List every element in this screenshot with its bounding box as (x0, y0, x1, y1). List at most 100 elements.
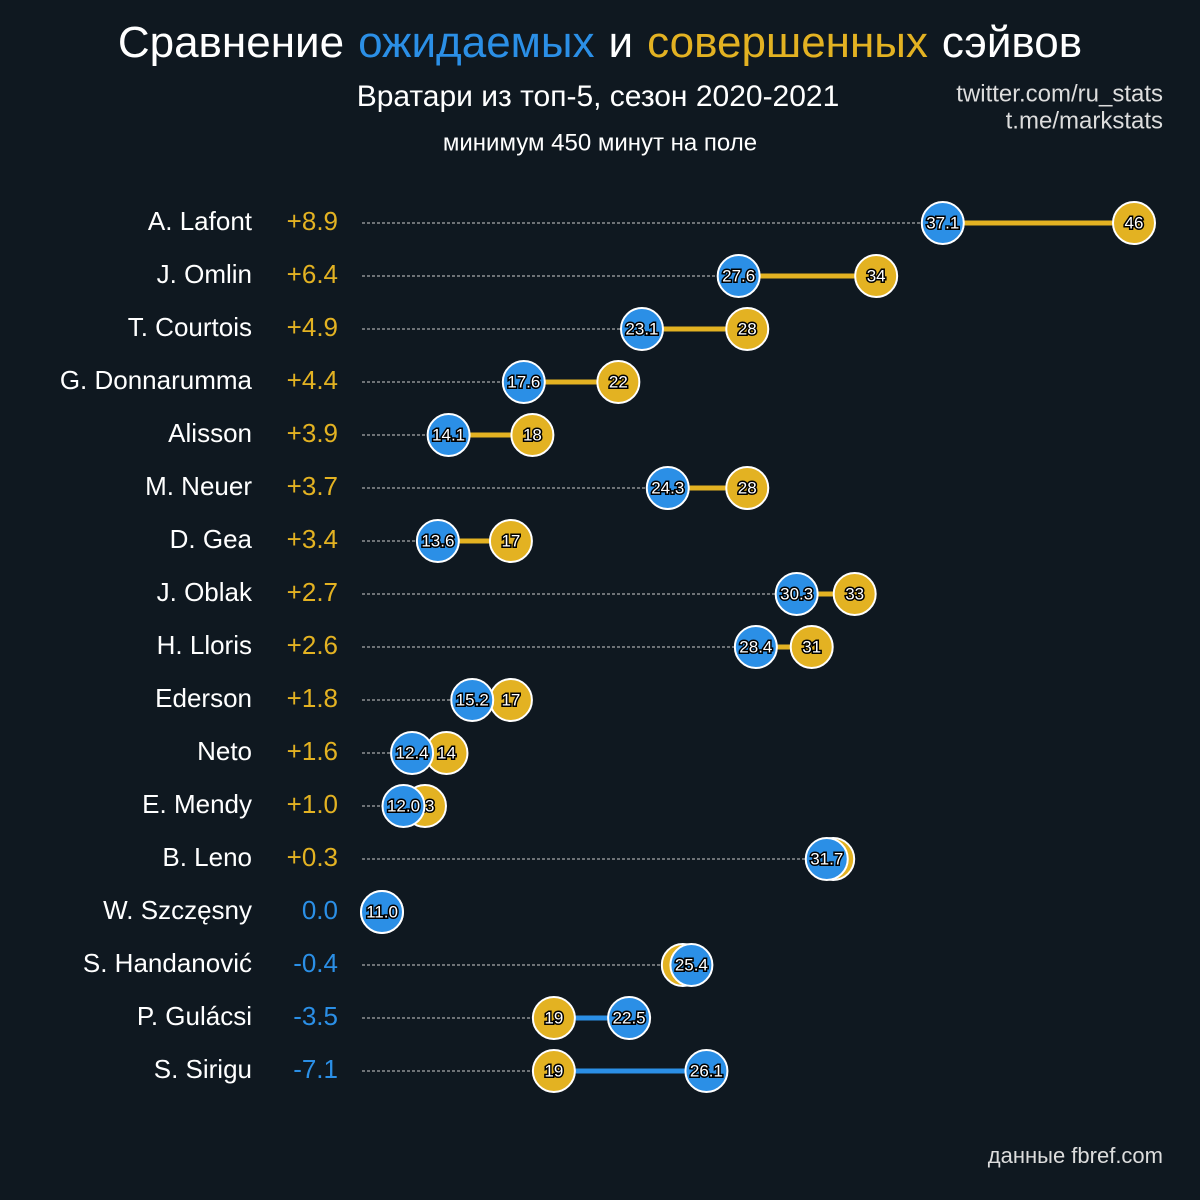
title-part: совершенных (647, 18, 928, 67)
note: минимум 450 минут на поле (443, 129, 757, 156)
title-part: сэйвов (941, 18, 1083, 67)
expected-label: 31.7 (810, 849, 843, 868)
difference-label: +1.6 (287, 736, 338, 766)
actual-label: 28 (738, 478, 757, 497)
player-name: Neto (197, 736, 252, 766)
expected-label: 37.1 (926, 213, 959, 232)
player-name: H. Lloris (157, 630, 252, 660)
actual-dot (1112, 201, 1156, 245)
player-name: P. Gulácsi (137, 1001, 252, 1031)
credit: twitter.com/ru_stats (956, 80, 1163, 107)
actual-label: 33 (845, 584, 864, 603)
difference-label: +2.6 (287, 630, 338, 660)
expected-dot (716, 254, 761, 298)
expected-dot (733, 625, 778, 669)
actual-label: 18 (523, 425, 542, 444)
difference-label: +3.4 (287, 524, 338, 554)
expected-label: 26.1 (690, 1061, 723, 1080)
actual-label: 22 (609, 372, 628, 391)
player-name: S. Handanović (83, 948, 252, 978)
expected-dot (390, 731, 435, 775)
player-name: E. Mendy (142, 789, 252, 819)
title-part: Сравнение (117, 18, 345, 67)
player-name: M. Neuer (145, 471, 252, 501)
expected-label: 23.1 (625, 319, 658, 338)
expected-dot (920, 201, 965, 245)
difference-label: 0.0 (302, 895, 338, 925)
actual-label: 17 (501, 531, 520, 550)
difference-label: +1.0 (287, 789, 338, 819)
expected-dot (607, 996, 652, 1040)
expected-dot (501, 360, 546, 404)
player-name: T. Courtois (128, 312, 252, 342)
expected-dot (669, 943, 714, 987)
actual-dot (531, 1049, 576, 1093)
actual-label: 19 (544, 1061, 563, 1080)
expected-dot (415, 519, 460, 563)
expected-label: 13.6 (421, 531, 454, 550)
title: Сравнение ожидаемых и совершенных сэйвов (0, 18, 1200, 68)
actual-label: 19 (544, 1008, 563, 1027)
difference-label: +6.4 (287, 259, 338, 289)
difference-label: +3.7 (287, 471, 338, 501)
difference-label: +1.8 (287, 683, 338, 713)
expected-dot (381, 784, 426, 828)
actual-dot (789, 625, 834, 669)
subtitle: Вратари из топ-5, сезон 2020-2021 (357, 80, 840, 113)
actual-dot (854, 254, 899, 298)
actual-label: 34 (867, 266, 886, 285)
player-name: Alisson (168, 418, 252, 448)
player-name: W. Szczęsny (103, 895, 252, 925)
expected-label: 30.3 (780, 584, 813, 603)
player-name: D. Gea (170, 524, 253, 554)
expected-label: 14.1 (432, 425, 465, 444)
difference-label: +4.9 (287, 312, 338, 342)
actual-label: 46 (1125, 213, 1144, 232)
expected-label: 17.6 (507, 372, 540, 391)
actual-dot (596, 360, 641, 404)
expected-dot (619, 307, 664, 351)
expected-dot (645, 466, 690, 510)
player-name: S. Sirigu (154, 1054, 252, 1084)
player-name: B. Leno (162, 842, 252, 872)
difference-label: +3.9 (287, 418, 338, 448)
expected-dot (360, 890, 404, 934)
expected-dot (450, 678, 495, 722)
expected-label: 15.2 (456, 690, 489, 709)
source: данные fbref.com (988, 1143, 1163, 1168)
difference-label: -0.4 (293, 948, 338, 978)
actual-dot (510, 413, 555, 457)
expected-dot (684, 1049, 729, 1093)
actual-label: 17 (501, 690, 520, 709)
expected-label: 28.4 (739, 637, 772, 656)
expected-label: 12.4 (396, 743, 429, 762)
expected-dot (774, 572, 819, 616)
difference-label: -7.1 (293, 1054, 338, 1084)
player-name: Ederson (155, 683, 252, 713)
expected-label: 24.3 (651, 478, 684, 497)
difference-label: -3.5 (293, 1001, 338, 1031)
actual-dot (725, 466, 770, 510)
expected-label: 22.5 (613, 1008, 646, 1027)
difference-label: +0.3 (287, 842, 338, 872)
actual-dot (531, 996, 576, 1040)
actual-label: 28 (738, 319, 757, 338)
credit: t.me/markstats (1006, 107, 1163, 134)
actual-dot (488, 519, 533, 563)
title-part: и (608, 18, 634, 67)
title-part: ожидаемых (358, 18, 595, 67)
actual-dot (832, 572, 877, 616)
expected-dot (426, 413, 471, 457)
difference-label: +2.7 (287, 577, 338, 607)
difference-label: +8.9 (287, 206, 338, 236)
player-name: J. Oblak (157, 577, 253, 607)
expected-label: 25.4 (675, 955, 708, 974)
actual-label: 14 (437, 743, 456, 762)
player-name: A. Lafont (148, 206, 253, 236)
expected-label: 27.6 (722, 266, 755, 285)
expected-label: 11.0 (366, 902, 398, 921)
player-name: G. Donnarumma (60, 365, 253, 395)
expected-label: 12.0 (387, 796, 420, 815)
